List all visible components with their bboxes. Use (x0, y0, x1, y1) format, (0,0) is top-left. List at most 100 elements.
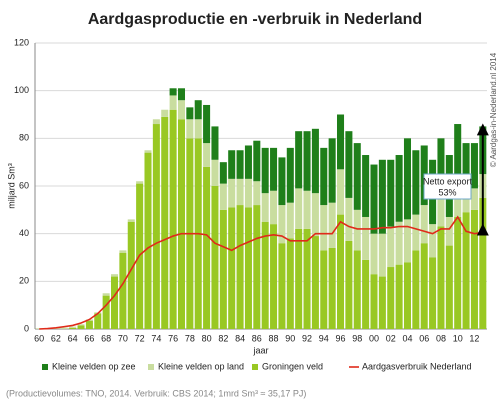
bar-segment (445, 245, 453, 329)
bar-segment (345, 240, 353, 329)
bar-segment (278, 157, 286, 206)
bar-segment (320, 147, 328, 206)
bar-segment (236, 150, 244, 179)
bar-segment (228, 178, 236, 208)
bar-segment (320, 205, 328, 251)
x-tick-label: 04 (402, 333, 412, 343)
bar-segment (311, 193, 319, 237)
bar-segment (177, 100, 185, 120)
bar-segment (479, 197, 487, 329)
bar-segment (102, 295, 110, 329)
x-tick-label: 70 (118, 333, 128, 343)
bar-segment (194, 100, 202, 120)
x-tick-label: 68 (101, 333, 111, 343)
bar-segment (353, 209, 361, 251)
y-tick-label: 20 (19, 276, 29, 286)
bar-segment (353, 143, 361, 210)
x-tick-label: 72 (135, 333, 145, 343)
bar-segment (203, 166, 211, 329)
bar-segment (295, 228, 303, 329)
x-tick-label: 86 (252, 333, 262, 343)
bar-segment (169, 109, 177, 329)
x-tick-label: 10 (453, 333, 463, 343)
bar-segment (445, 216, 453, 246)
bar-segment (412, 214, 420, 251)
legend-swatch (252, 364, 258, 370)
bar-segment (119, 250, 127, 253)
bar-segment (470, 188, 478, 210)
y-tick-label: 60 (19, 180, 29, 190)
x-tick-label: 76 (168, 333, 178, 343)
x-tick-label: 08 (436, 333, 446, 343)
bar-segment (152, 119, 160, 125)
bar-segment (219, 183, 227, 210)
bar-segment (94, 313, 102, 329)
bar-segment (203, 143, 211, 167)
bar-segment (169, 88, 177, 96)
legend-label: Aardgasverbruik Nederland (362, 361, 472, 371)
bar-segment (295, 131, 303, 189)
bar-segment (337, 114, 345, 170)
bar-segment (253, 181, 261, 206)
bar-segment (278, 205, 286, 244)
x-tick-label: 92 (302, 333, 312, 343)
bar-segment (378, 233, 386, 277)
bar-segment (286, 238, 294, 329)
bar-segment (387, 159, 395, 227)
bar-segment (286, 147, 294, 203)
bar-segment (186, 107, 194, 120)
bar-segment (470, 143, 478, 189)
bar-segment (462, 143, 470, 191)
bar-segment (228, 150, 236, 179)
y-tick-label: 80 (19, 133, 29, 143)
bar-segment (203, 104, 211, 144)
bar-segment (111, 276, 119, 329)
x-tick-label: 74 (151, 333, 161, 343)
bar-segment (144, 150, 152, 153)
bar-segment (236, 178, 244, 206)
bar-segment (244, 178, 252, 208)
x-tick-label: 00 (369, 333, 379, 343)
bar-segment (286, 202, 294, 239)
bar-segment (161, 109, 169, 117)
bar-segment (211, 126, 219, 160)
legend-label: Kleine velden op land (158, 361, 244, 371)
bar-segment (244, 145, 252, 179)
x-tick-label: 84 (235, 333, 245, 343)
bar-segment (370, 164, 378, 234)
chart-title: Aardgasproductie en -verbruik in Nederla… (88, 11, 422, 28)
bar-segment (236, 205, 244, 329)
bar-segment (161, 116, 169, 329)
bar-segment (303, 228, 311, 329)
x-tick-label: 12 (469, 333, 479, 343)
x-tick-label: 02 (386, 333, 396, 343)
bar-segment (353, 250, 361, 329)
bar-segment (462, 212, 470, 329)
x-tick-label: 80 (202, 333, 212, 343)
bar-segment (412, 150, 420, 215)
bar-segment (470, 209, 478, 329)
bar-segment (295, 188, 303, 229)
bar-segment (320, 250, 328, 329)
bar-segment (270, 147, 278, 191)
x-tick-label: 06 (419, 333, 429, 343)
bar-segment (261, 147, 269, 194)
bar-segment (85, 320, 93, 329)
bar-segment (395, 155, 403, 222)
annotation-value: 53% (438, 187, 456, 197)
footnote: (Productievolumes: TNO, 2014. Verbruik: … (6, 388, 306, 398)
bar-segment (403, 219, 411, 263)
bar-segment (303, 131, 311, 191)
y-tick-label: 0 (24, 323, 29, 333)
bar-segment (144, 152, 152, 329)
bar-segment (437, 197, 445, 227)
copyright: © Aardgas-in-Nederland.nl 2014 (489, 52, 498, 167)
legend-label: Groningen veld (262, 361, 323, 371)
bar-segment (69, 326, 77, 328)
x-tick-label: 64 (68, 333, 78, 343)
x-tick-label: 62 (51, 333, 61, 343)
bar-segment (328, 247, 336, 329)
bar-segment (77, 324, 85, 326)
bar-segment (77, 325, 85, 329)
